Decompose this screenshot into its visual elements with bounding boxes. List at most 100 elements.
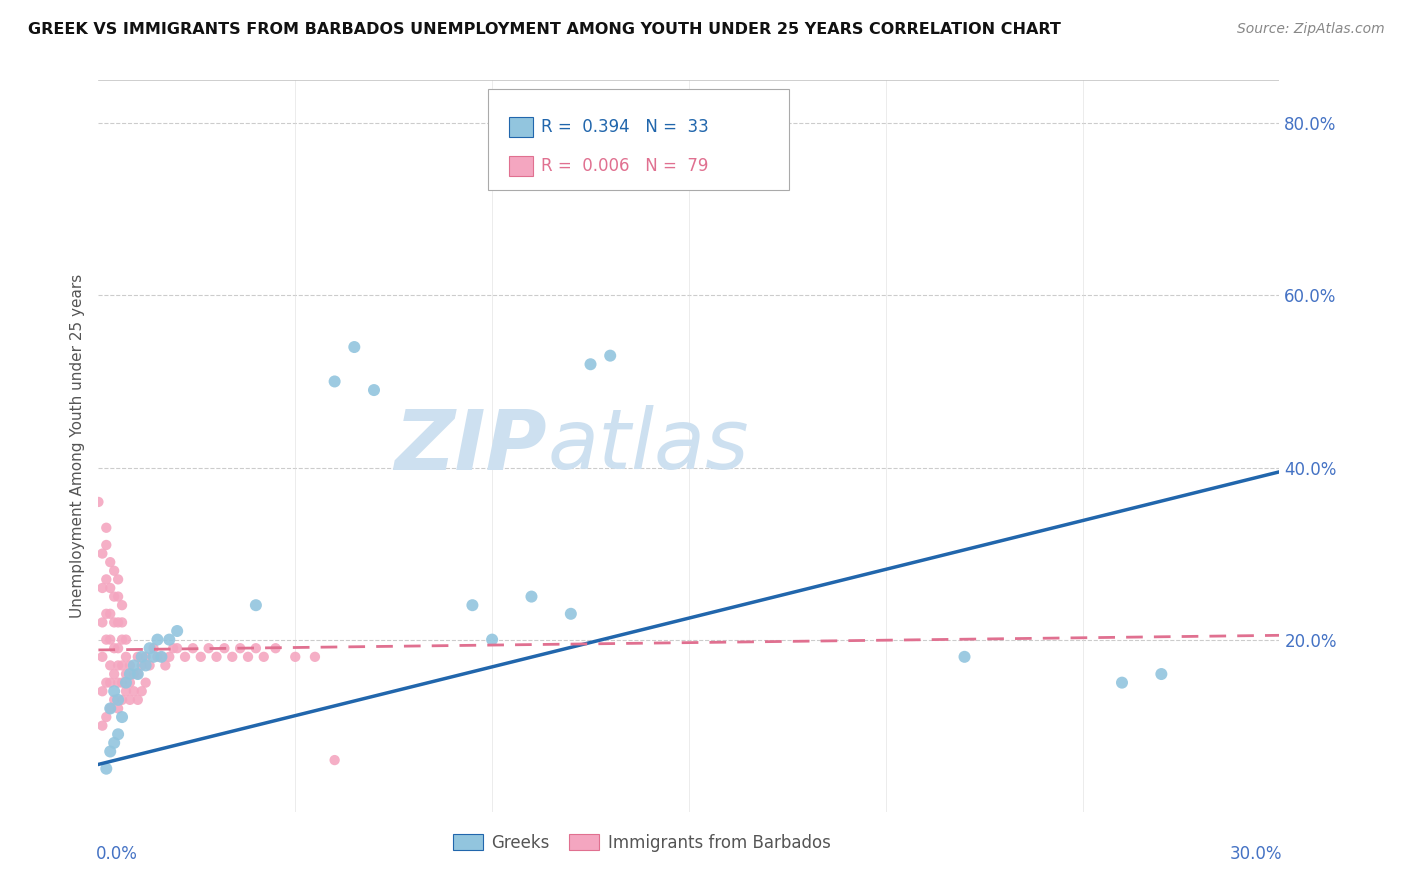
Text: R =  0.006   N =  79: R = 0.006 N = 79 (541, 157, 709, 175)
Point (115, 667, 138, 681)
Point (205, 649, 228, 664)
Point (98, 632, 121, 647)
Point (96, 538, 118, 552)
Text: GREEK VS IMMIGRANTS FROM BARBADOS UNEMPLOYMENT AMONG YOUTH UNDER 25 YEARS CORREL: GREEK VS IMMIGRANTS FROM BARBADOS UNEMPL… (28, 22, 1062, 37)
Text: 0.0%: 0.0% (96, 845, 138, 863)
Point (98, 581, 121, 595)
Point (98, 701, 121, 715)
Point (118, 658, 141, 673)
FancyBboxPatch shape (509, 155, 533, 176)
Point (87, 495, 110, 509)
Point (107, 658, 129, 673)
Point (118, 667, 141, 681)
Point (174, 649, 197, 664)
Point (127, 649, 149, 664)
Point (115, 632, 138, 647)
Point (107, 727, 129, 741)
FancyBboxPatch shape (509, 117, 533, 137)
Point (181, 641, 204, 656)
Point (96, 762, 118, 776)
Point (103, 667, 125, 681)
Point (91, 719, 114, 733)
Point (127, 667, 149, 681)
Point (91, 547, 114, 561)
Point (107, 615, 129, 630)
Point (135, 675, 157, 690)
Point (461, 598, 484, 612)
Point (96, 710, 118, 724)
Point (166, 641, 188, 656)
Point (253, 649, 276, 664)
Point (98, 555, 121, 569)
Point (98, 658, 121, 673)
Point (91, 649, 114, 664)
Point (91, 684, 114, 698)
Point (96, 632, 118, 647)
Point (138, 641, 160, 656)
Point (91, 581, 114, 595)
Point (343, 340, 366, 354)
Point (107, 590, 129, 604)
Point (111, 675, 134, 690)
Point (103, 615, 125, 630)
Point (115, 684, 138, 698)
Legend: Greeks, Immigrants from Barbados: Greeks, Immigrants from Barbados (446, 827, 838, 858)
Point (197, 641, 219, 656)
Point (98, 701, 121, 715)
Point (111, 598, 134, 612)
Point (111, 710, 134, 724)
Point (229, 641, 252, 656)
Point (157, 649, 180, 664)
Point (118, 693, 141, 707)
Point (236, 649, 259, 664)
Y-axis label: Unemployment Among Youth under 25 years: Unemployment Among Youth under 25 years (70, 274, 86, 618)
Point (157, 632, 180, 647)
Point (323, 375, 346, 389)
Text: 30.0%: 30.0% (1229, 845, 1282, 863)
Point (284, 649, 307, 664)
Point (953, 649, 976, 664)
Text: Source: ZipAtlas.com: Source: ZipAtlas.com (1237, 22, 1385, 37)
Point (111, 632, 134, 647)
Point (264, 641, 287, 656)
Point (560, 607, 582, 621)
Point (142, 649, 165, 664)
Point (304, 649, 326, 664)
Point (122, 667, 145, 681)
Point (96, 675, 118, 690)
Point (103, 693, 125, 707)
Point (190, 649, 212, 664)
Point (103, 564, 125, 578)
Point (150, 649, 173, 664)
Point (214, 641, 236, 656)
Point (131, 658, 153, 673)
Point (166, 624, 188, 638)
Point (96, 573, 118, 587)
Point (103, 641, 125, 656)
Point (363, 383, 385, 397)
Point (1150, 667, 1173, 681)
Point (98, 675, 121, 690)
Point (135, 658, 157, 673)
Point (107, 693, 129, 707)
Text: ZIP: ZIP (395, 406, 547, 486)
Point (221, 649, 243, 664)
Point (323, 753, 346, 767)
Point (118, 675, 141, 690)
Point (131, 684, 153, 698)
Point (111, 658, 134, 673)
Point (107, 675, 129, 690)
Point (103, 590, 125, 604)
Point (127, 667, 149, 681)
Point (146, 649, 169, 664)
Point (245, 598, 267, 612)
Point (107, 701, 129, 715)
Point (1111, 675, 1133, 690)
Point (146, 632, 169, 647)
Point (122, 684, 145, 698)
Point (599, 349, 621, 363)
Point (103, 736, 125, 750)
Text: atlas: atlas (547, 406, 749, 486)
Point (98, 744, 121, 758)
Point (138, 658, 160, 673)
